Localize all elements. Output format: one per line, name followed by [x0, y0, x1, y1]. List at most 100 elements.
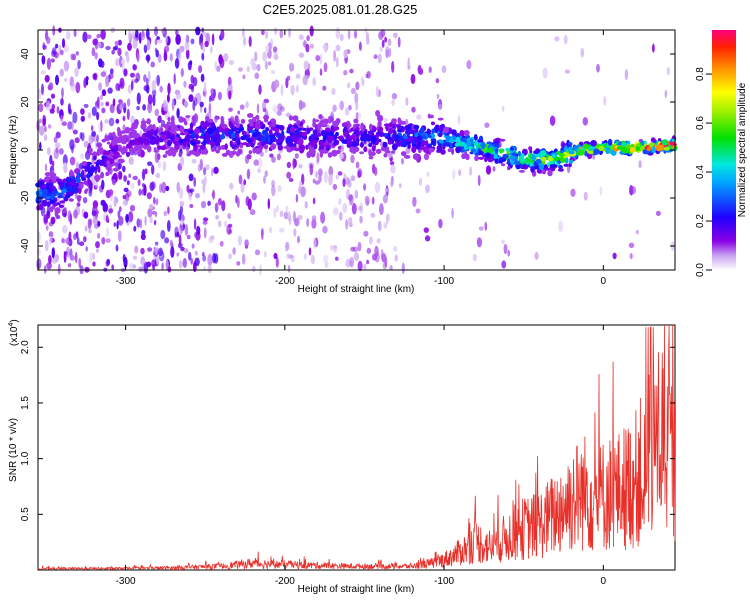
- spectrogram-cell: [469, 151, 474, 155]
- spectrogram-cell: [268, 226, 273, 234]
- spectrogram-cell: [48, 231, 54, 238]
- spectrogram-cell: [97, 143, 103, 148]
- spectrogram-cell: [323, 118, 329, 125]
- spectrogram-cell: [91, 210, 97, 216]
- spectrogram-cell: [127, 29, 132, 41]
- spectrogram-cell: [134, 78, 139, 84]
- spectrogram-cell: [248, 150, 253, 155]
- spectrogram-cell: [70, 53, 75, 61]
- spectrogram-cell: [393, 134, 400, 141]
- spectrogram-cell: [157, 160, 162, 168]
- spectrogram-cell: [276, 110, 282, 116]
- spectrogram-cell: [291, 134, 297, 142]
- spectrogram-cell: [167, 82, 171, 95]
- spectrogram-cell: [464, 151, 468, 158]
- spectrogram-cell: [74, 137, 80, 144]
- spectrogram-cell: [209, 141, 215, 146]
- spectrogram-cell: [52, 25, 56, 36]
- spectrogram-cell: [191, 159, 197, 164]
- spectrogram-cell: [211, 33, 215, 46]
- spectrogram-cell: [201, 178, 205, 185]
- spectrogram-cell: [396, 141, 402, 147]
- spectrogram-cell: [328, 165, 334, 177]
- spectrogram-cell: [138, 266, 144, 273]
- spectrogram-cell: [97, 220, 101, 227]
- spectrogram-cell: [388, 127, 394, 135]
- spectrogram-cell: [44, 74, 50, 83]
- spectrogram-cell: [444, 142, 451, 147]
- spectrogram-cell: [494, 137, 501, 142]
- spectrogram-cell: [147, 71, 151, 82]
- spectrogram-cell: [268, 61, 272, 66]
- spectrogram-cell: [355, 101, 359, 111]
- spectrogram-cell: [564, 157, 569, 164]
- spectrogram-cell: [239, 143, 244, 149]
- spectrogram-cell: [332, 120, 339, 128]
- spectrogram-cell: [140, 247, 145, 255]
- spectrogram-cell: [183, 248, 189, 254]
- spectrogram-cell: [435, 78, 440, 84]
- spectrogram-cell: [235, 122, 240, 129]
- spectrogram-cell: [185, 34, 190, 43]
- spectrogram-cell: [288, 115, 293, 121]
- spectrogram-cell: [290, 84, 295, 96]
- spectrogram-cell: [401, 262, 405, 275]
- spectrogram-cell: [541, 169, 546, 174]
- spectrogram-cell: [277, 136, 284, 144]
- spectrogram-cell: [88, 147, 93, 153]
- spectrogram-cell: [159, 85, 163, 93]
- spectrogram-cell: [391, 99, 395, 106]
- spectrogram-cell: [49, 154, 53, 165]
- spectrogram-cell: [69, 156, 76, 166]
- spectrogram-cell: [311, 219, 317, 229]
- spectrogram-cell: [252, 265, 256, 273]
- spectrogram-cell: [191, 115, 197, 122]
- spectrogram-cell: [182, 258, 187, 268]
- spectrogram-cell: [251, 192, 257, 201]
- spectrogram-cell: [451, 148, 455, 155]
- spectrogram-cell: [311, 215, 317, 222]
- spectrogram-cell: [128, 173, 132, 178]
- colorbar-tick-label: 0.8: [695, 67, 706, 81]
- spectrogram-cell: [77, 182, 84, 189]
- spectrogram-cell: [154, 247, 158, 256]
- spectrogram-cell: [211, 167, 214, 177]
- spectrogram-cell: [206, 139, 210, 145]
- spectrogram-cell: [128, 156, 134, 165]
- spectrogram-cell: [243, 36, 246, 46]
- spectrogram-cell: [534, 251, 539, 260]
- spectrogram-cell: [68, 231, 72, 242]
- spectrogram-cell: [443, 126, 450, 134]
- spectrogram-cell: [332, 104, 337, 112]
- spectrogram-cell: [248, 119, 253, 123]
- spectrogram-cell: [120, 58, 126, 65]
- spectrogram-cell: [310, 254, 315, 265]
- spectrogram-cell: [370, 136, 377, 143]
- spectrogram-cell: [213, 166, 219, 174]
- spectrogram-cell: [105, 171, 110, 177]
- spectrogram-cell: [87, 218, 92, 229]
- spectrogram-cell: [318, 175, 322, 183]
- spectrogram-cell: [371, 196, 375, 205]
- spectrogram-cell: [377, 120, 382, 128]
- spectrogram-cell: [406, 129, 411, 135]
- spectrogram-cell: [164, 237, 170, 244]
- spectrogram-cell: [185, 146, 190, 150]
- spectrogram-cell: [655, 144, 663, 152]
- spectrogram-cell: [313, 237, 317, 249]
- spectrogram-cell: [277, 103, 283, 111]
- spectrogram-cell: [530, 166, 535, 173]
- spectrogram-cell: [67, 121, 73, 130]
- spectrogram-cell: [542, 67, 548, 79]
- spectrogram-cell: [269, 153, 274, 158]
- spectrogram-cell: [175, 34, 181, 45]
- spectrogram-cell: [391, 150, 395, 154]
- snr-y-label: SNR (10 * v/v): [8, 418, 19, 482]
- spectrogram-cell: [67, 103, 71, 114]
- spectrogram-cell: [136, 218, 141, 228]
- spectrogram-cell: [259, 145, 264, 150]
- spectrogram-cell: [318, 114, 323, 120]
- spectrogram-cell: [72, 129, 78, 135]
- spectrogram-cell: [75, 81, 81, 94]
